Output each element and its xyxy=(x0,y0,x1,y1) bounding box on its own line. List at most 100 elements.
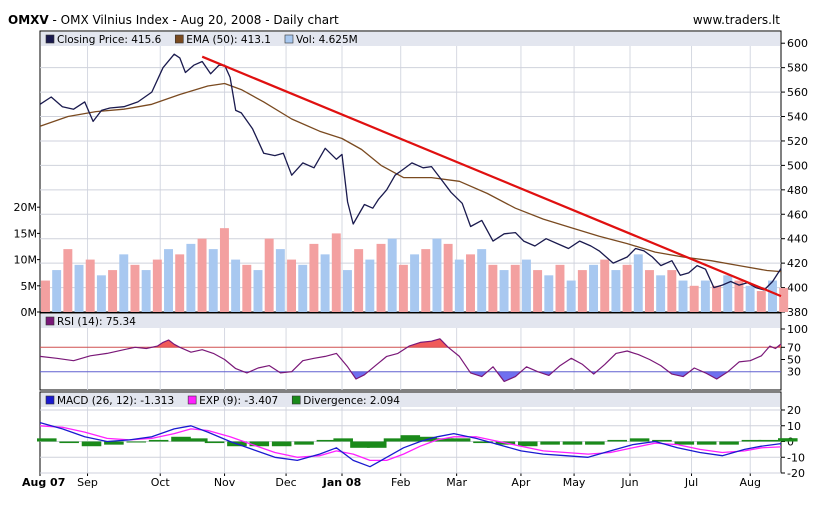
divergence-bar-29 xyxy=(629,438,650,442)
divergence-bar-11 xyxy=(271,441,292,447)
x-tick-label-4: Dec xyxy=(275,476,296,489)
volume-bar-25 xyxy=(320,254,330,312)
volume-bar-63 xyxy=(745,285,755,312)
volume-bar-17 xyxy=(231,259,241,312)
volume-bar-39 xyxy=(477,249,487,312)
volume-bar-12 xyxy=(175,254,185,312)
volume-bar-15 xyxy=(208,249,218,312)
price-ytick-label-5: 480 xyxy=(787,184,808,197)
x-tick-label-8: Apr xyxy=(511,476,531,489)
vol-ytick-label-3: 15M xyxy=(14,227,38,240)
volume-bar-41 xyxy=(499,270,509,312)
x-tick-label-11: Jul xyxy=(684,476,698,489)
close-price-line xyxy=(39,53,782,291)
divergence-bar-16 xyxy=(366,441,387,448)
divergence-bar-22 xyxy=(473,441,493,444)
macd-legend-swatch-0 xyxy=(45,395,55,405)
volume-bar-13 xyxy=(186,243,196,312)
volume-bar-21 xyxy=(275,249,285,312)
volume-bar-30 xyxy=(376,243,386,312)
divergence-bar-25 xyxy=(540,441,560,445)
volume-bar-38 xyxy=(466,254,475,312)
divergence-bar-0 xyxy=(37,438,57,442)
macd-legend-bg xyxy=(41,393,780,407)
macd-legend-swatch-2 xyxy=(291,395,301,405)
price-legend-label-1: EMA (50): 413.1 xyxy=(186,34,271,46)
divergence-bar-7 xyxy=(187,438,208,442)
volume-bar-3 xyxy=(74,264,84,312)
price-legend-swatch-1 xyxy=(174,34,184,44)
volume-bar-61 xyxy=(723,275,733,312)
x-tick-label-10: Jun xyxy=(620,476,638,489)
volume-bar-36 xyxy=(443,243,453,312)
volume-bar-6 xyxy=(108,270,118,312)
volume-bar-46 xyxy=(555,264,565,312)
macd-ytick-label-3: -10 xyxy=(787,451,805,464)
macd-legend-swatch-1 xyxy=(187,395,197,405)
price-ytick-label-11: 600 xyxy=(787,37,808,50)
volume-bar-16 xyxy=(219,228,229,312)
macd-legend-label-1: EXP (9): -3.407 xyxy=(199,395,278,407)
divergence-bar-14 xyxy=(333,438,353,442)
header-symbol: OMXV xyxy=(8,13,49,27)
volume-bar-33 xyxy=(410,254,420,312)
macd-ytick-label-4: -20 xyxy=(787,467,805,480)
volume-bar-54 xyxy=(644,270,654,312)
rsi-legend-bg xyxy=(41,314,780,328)
price-ytick-label-2: 420 xyxy=(787,257,808,270)
volume-bar-34 xyxy=(421,249,431,312)
volume-bar-52 xyxy=(622,264,632,312)
divergence-bar-18 xyxy=(400,435,421,442)
divergence-bar-10 xyxy=(249,441,270,447)
volume-bar-47 xyxy=(566,280,576,312)
x-tick-label-1: Sep xyxy=(77,476,98,489)
volume-bar-35 xyxy=(432,238,442,312)
volume-bar-59 xyxy=(700,280,710,312)
trendline xyxy=(201,55,782,298)
x-tick-label-5: Jan 08 xyxy=(322,476,361,489)
macd-legend-label-0: MACD (26, 12): -1.313 xyxy=(57,395,174,407)
divergence-bar-1 xyxy=(59,441,79,444)
volume-bar-56 xyxy=(667,270,677,312)
volume-bar-53 xyxy=(633,254,643,312)
exp-line xyxy=(39,425,782,462)
price-legend-label-2: Vol: 4.625M xyxy=(296,34,358,46)
divergence-bar-35 xyxy=(758,439,778,442)
price-ytick-label-6: 500 xyxy=(787,159,808,172)
volume-bar-26 xyxy=(331,233,341,312)
price-ytick-label-8: 540 xyxy=(787,111,808,124)
volume-bar-20 xyxy=(264,238,274,312)
price-ytick-label-1: 400 xyxy=(787,282,808,295)
macd-ytick-label-2: 0 xyxy=(787,436,794,449)
divergence-bar-6 xyxy=(171,436,191,442)
volume-bar-57 xyxy=(678,280,688,312)
volume-bar-45 xyxy=(544,275,554,312)
volume-bar-29 xyxy=(365,259,375,312)
divergence-bar-24 xyxy=(517,441,538,447)
vol-ytick-label-0: 0M xyxy=(21,306,38,319)
divergence-bar-12 xyxy=(294,441,314,445)
price-ytick-label-3: 440 xyxy=(787,233,808,246)
macd-ytick-label-1: 10 xyxy=(787,420,801,433)
volume-bar-32 xyxy=(398,264,408,312)
rsi-legend-label-0: RSI (14): 75.34 xyxy=(57,316,136,328)
vol-ytick-label-2: 10M xyxy=(14,254,38,267)
chart-layer: Aug 07 Sep Oct Nov Dec Jan 08 Feb Mar Apr May Jun J… xyxy=(14,30,808,489)
divergence-bar-17 xyxy=(383,438,404,442)
price-ytick-label-7: 520 xyxy=(787,135,808,148)
volume-bar-9 xyxy=(141,270,151,312)
volume-bar-65 xyxy=(768,280,777,312)
volume-bar-1 xyxy=(52,270,62,312)
rsi-ytick-label-30: 30 xyxy=(787,366,801,379)
volume-bar-18 xyxy=(242,264,252,312)
divergence-bar-27 xyxy=(585,441,605,445)
volume-bar-31 xyxy=(387,238,397,312)
volume-bar-14 xyxy=(197,238,207,312)
header-site: www.traders.lt xyxy=(693,13,780,27)
volume-bar-8 xyxy=(130,264,140,312)
rsi-legend-swatch-0 xyxy=(45,316,55,326)
divergence-bar-21 xyxy=(450,438,471,442)
divergence-bar-13 xyxy=(316,439,337,442)
volume-bar-11 xyxy=(164,249,173,312)
